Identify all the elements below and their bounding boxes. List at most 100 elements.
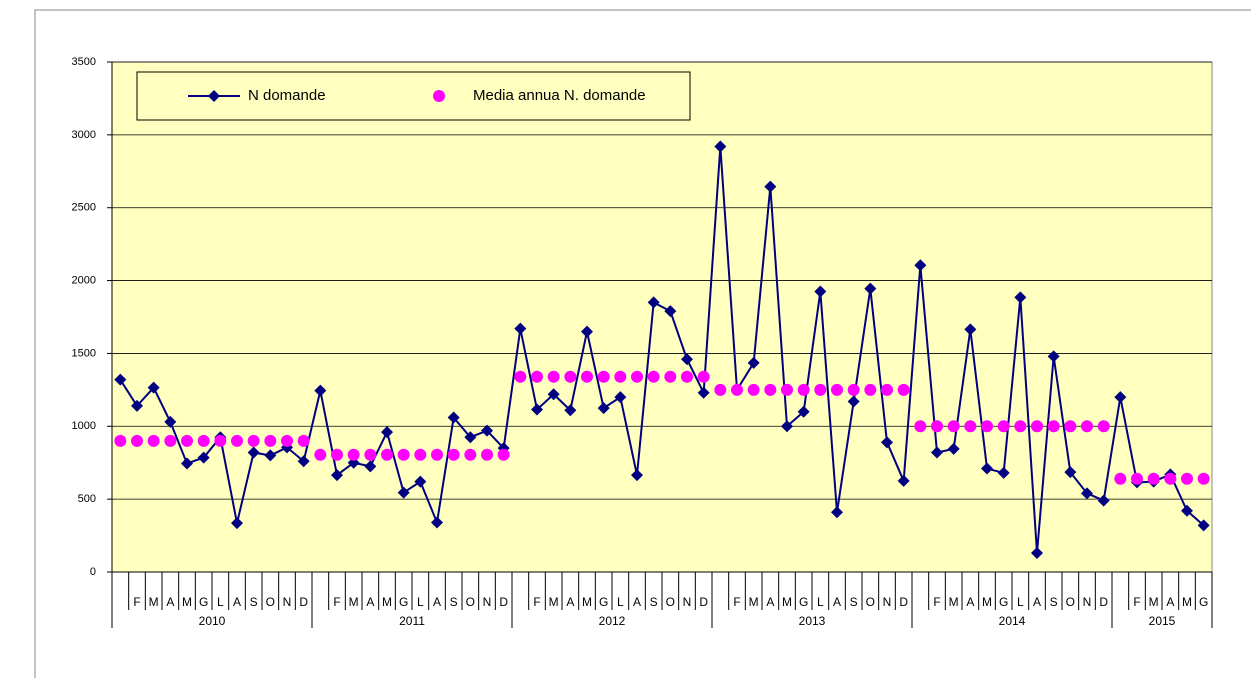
diamond-marker: [1181, 504, 1193, 517]
diamond-marker: [414, 475, 427, 488]
circle-marker: [664, 370, 677, 383]
circle-marker: [1047, 420, 1060, 433]
x-tick-label: M: [749, 595, 759, 609]
x-tick-label: N: [483, 595, 492, 609]
circle-marker: [697, 370, 710, 383]
diamond-marker: [797, 405, 810, 418]
circle-marker: [164, 434, 177, 447]
year-label: 2013: [799, 614, 826, 628]
circle-marker: [1197, 472, 1210, 485]
circle-marker: [1014, 420, 1027, 433]
circle-marker: [1114, 472, 1127, 485]
circle-marker: [131, 434, 143, 447]
diamond-marker: [1031, 547, 1043, 560]
circle-marker: [847, 383, 860, 396]
circle-marker: [831, 383, 843, 396]
diamond-marker: [631, 469, 643, 482]
x-tick-label: G: [999, 595, 1008, 609]
diamond-marker: [964, 323, 977, 336]
x-tick-label: M: [182, 595, 192, 609]
diamond-marker: [764, 180, 777, 193]
diamond-marker: [814, 285, 827, 298]
x-tick-label: S: [850, 595, 858, 609]
circle-marker: [997, 420, 1010, 433]
diamond-marker: [1097, 494, 1110, 507]
circle-marker: [897, 383, 910, 396]
circle-marker: [914, 420, 927, 433]
circle-marker: [931, 420, 943, 433]
circle-marker: [981, 420, 993, 433]
x-tick-label: G: [599, 595, 608, 609]
x-tick-label: D: [699, 595, 708, 609]
x-tick-label: F: [1133, 595, 1140, 609]
diamond-marker: [997, 466, 1010, 479]
x-tick-label: M: [949, 595, 959, 609]
circle-marker: [1064, 420, 1077, 433]
diamond-marker: [1014, 291, 1027, 304]
diamond-marker: [297, 455, 310, 468]
diamond-marker: [1081, 487, 1093, 500]
chart-frame: [34, 9, 1251, 678]
diamond-marker: [914, 259, 927, 272]
x-tick-label: M: [1182, 595, 1192, 609]
diamond-marker: [564, 404, 577, 417]
diamond-marker: [747, 356, 760, 369]
year-label: 2010: [199, 614, 226, 628]
x-tick-label: O: [666, 595, 675, 609]
diamond-marker: [464, 431, 477, 444]
diamond-marker: [264, 449, 277, 462]
diamond-marker: [1064, 466, 1077, 479]
circle-marker: [1097, 420, 1110, 433]
x-tick-label: M: [349, 595, 359, 609]
diamond-marker: [364, 460, 377, 473]
circle-marker: [797, 383, 810, 396]
x-tick-label: F: [733, 595, 740, 609]
circle-marker: [364, 448, 377, 461]
circle-marker: [1131, 472, 1143, 485]
x-tick-label: M: [549, 595, 559, 609]
year-label: 2011: [399, 614, 425, 628]
x-tick-label: A: [366, 595, 374, 609]
x-tick-label: O: [866, 595, 875, 609]
circle-marker: [114, 434, 127, 447]
circle-marker: [1031, 420, 1043, 433]
diamond-marker: [447, 411, 460, 424]
circle-marker: [264, 434, 277, 447]
circle-marker: [1081, 420, 1093, 433]
x-tick-label: D: [499, 595, 508, 609]
circle-marker: [1164, 472, 1177, 485]
circle-marker: [597, 370, 610, 383]
circle-marker: [464, 448, 477, 461]
circle-marker: [147, 434, 160, 447]
y-tick-label: 3500: [72, 56, 96, 68]
x-tick-label: N: [883, 595, 892, 609]
x-tick-label: A: [566, 595, 574, 609]
diamond-marker: [1197, 519, 1210, 532]
diamond-marker: [947, 442, 960, 455]
x-tick-label: G: [1199, 595, 1208, 609]
x-tick-label: G: [399, 595, 408, 609]
diamond-marker: [514, 322, 527, 335]
circle-marker: [397, 448, 410, 461]
x-tick-label: F: [533, 595, 540, 609]
y-tick-label: 1500: [72, 347, 96, 359]
circle-marker: [681, 370, 693, 383]
x-tick-label: F: [333, 595, 340, 609]
diamond-marker: [547, 388, 560, 401]
x-tick-label: L: [817, 595, 824, 609]
diamond-marker: [714, 140, 727, 153]
circle-marker: [514, 370, 527, 383]
circle-marker: [881, 383, 893, 396]
circle-marker: [314, 448, 327, 461]
diamond-marker: [897, 474, 910, 487]
x-tick-label: M: [1149, 595, 1159, 609]
x-tick-label: D: [899, 595, 908, 609]
diamond-marker: [231, 517, 243, 530]
x-tick-label: M: [782, 595, 792, 609]
diamond-marker: [847, 395, 860, 408]
circle-marker: [1147, 472, 1160, 485]
x-tick-label: A: [766, 595, 774, 609]
circle-marker: [564, 370, 577, 383]
x-tick-label: F: [133, 595, 140, 609]
circle-marker: [547, 370, 560, 383]
